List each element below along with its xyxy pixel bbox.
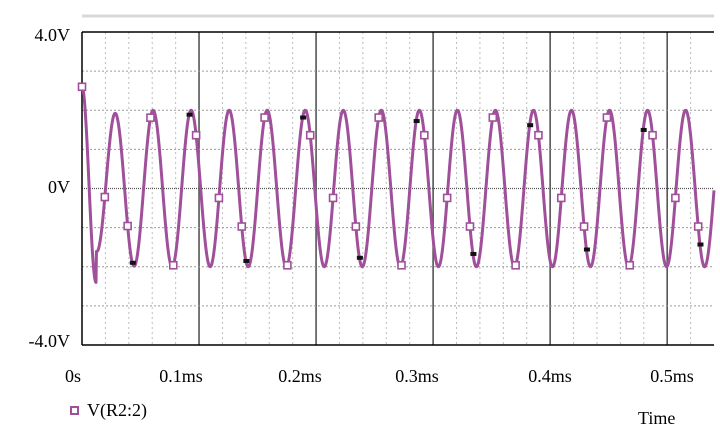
trace-square-marker [123,221,132,231]
trace-solid-marker [640,127,647,132]
x-tick-label-1: 0.1ms [159,366,203,386]
x-tick-label-4: 0.4ms [528,366,572,386]
trace-square-marker [168,260,178,270]
trace-square-marker [146,113,155,122]
trace-solid-marker [129,260,136,265]
plot-grid [82,14,714,345]
trace-square-marker [260,113,269,122]
trace-square-marker [465,222,475,231]
voltage-trace [80,85,716,284]
trace-square-marker [488,113,498,122]
x-tick-label-5: 0.5ms [650,366,694,386]
legend-series-label: V(R2:2) [87,400,147,420]
trace-square-marker [693,222,703,231]
trace-square-marker [77,82,87,92]
y-tick-label-bottom: -4.0V [28,331,71,351]
trace-solid-marker [300,115,307,120]
trace-solid-marker [527,123,534,128]
chart-legend: V(R2:2) [70,400,147,421]
trace-solid-marker [413,119,420,124]
trace-square-marker [625,260,635,270]
trace-square-marker [602,113,612,122]
trace-square-marker [442,193,452,203]
x-tick-label-2: 0.2ms [278,366,322,386]
trace-solid-marker [243,258,250,263]
trace-square-marker [397,260,406,270]
x-tick-label-3: 0.3ms [395,366,439,386]
trace-solid-marker [470,251,477,256]
trace-square-marker [579,222,589,231]
trace-markers [77,82,704,270]
trace-square-marker [534,130,543,140]
trace-square-marker [191,130,201,140]
trace-square-marker [328,193,338,203]
y-tick-label-zero: 0V [48,177,70,197]
trace-square-marker [100,192,110,202]
legend-square-icon [70,406,79,415]
trace-square-marker [351,222,361,231]
trace-square-marker [374,113,383,122]
trace-square-marker [671,193,680,203]
trace-square-marker [556,193,566,203]
trace-square-marker [283,260,292,270]
trace-solid-marker [356,255,363,260]
trace-square-marker [237,222,247,231]
trace-solid-marker [697,242,704,247]
trace-square-marker [511,260,520,270]
trace-square-marker [420,130,429,140]
trace-square-marker [648,130,657,140]
trace-square-marker [214,193,224,203]
x-tick-label-0: 0s [64,366,81,386]
trace-solid-marker [583,247,590,252]
trace-solid-marker [186,112,193,117]
trace-square-marker [305,130,315,140]
x-axis-title: Time [638,408,676,428]
y-tick-label-top: 4.0V [34,25,71,45]
